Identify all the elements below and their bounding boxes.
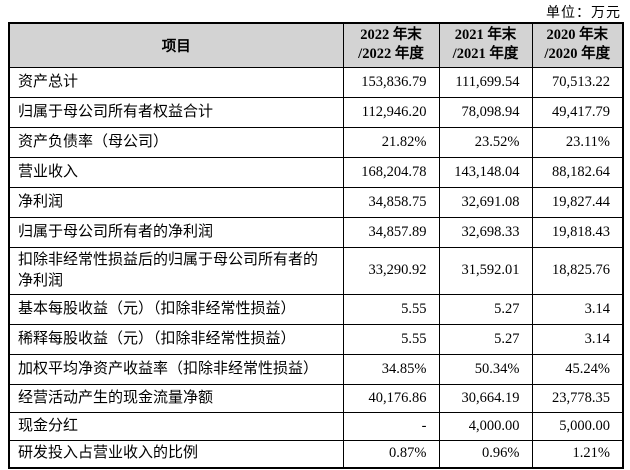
value-2022: 168,204.78 — [342, 156, 440, 188]
value-2021: 143,148.04 — [438, 156, 533, 188]
row-label: 净利润 — [8, 186, 344, 218]
table-row-parent-net-profit: 归属于母公司所有者的净利润 34,857.89 32,698.33 19,818… — [8, 216, 624, 248]
value-2022: 112,946.20 — [342, 96, 440, 128]
value-2021: 0.96% — [438, 439, 533, 469]
financial-summary-table: 项目 2022 年末 /2022 年度 2021 年末 /2021 年度 202… — [8, 22, 624, 469]
value-2022: 34,858.75 — [342, 186, 440, 218]
value-2022: 34.85% — [342, 353, 440, 385]
table-header-row: 项目 2022 年末 /2022 年度 2021 年末 /2021 年度 202… — [8, 22, 624, 68]
unit-label: 单位：万元 — [546, 6, 621, 21]
value-2020: 1.21% — [531, 439, 624, 469]
header-year-2020-line2: /2020 年度 — [544, 46, 611, 63]
value-2021: 30,664.19 — [438, 383, 533, 413]
table-row-parent-equity: 归属于母公司所有者权益合计 112,946.20 78,098.94 49,41… — [8, 96, 624, 128]
header-year-2020-line1: 2020 年末 — [546, 27, 609, 44]
header-year-2022-line2: /2022 年度 — [358, 46, 424, 63]
value-2020: 88,182.64 — [531, 156, 624, 188]
value-2022: 40,176.86 — [342, 383, 440, 413]
value-2020: 19,818.43 — [531, 216, 624, 248]
value-2021: 31,592.01 — [438, 246, 533, 295]
value-2020: 3.14 — [531, 293, 624, 325]
table-row-operating-revenue: 营业收入 168,204.78 143,148.04 88,182.64 — [8, 156, 624, 188]
table-row-debt-ratio: 资产负债率（母公司） 21.82% 23.52% 23.11% — [8, 126, 624, 158]
value-2022: 0.87% — [342, 439, 440, 469]
table-row-total-assets: 资产总计 153,836.79 111,699.54 70,513.22 — [8, 66, 624, 98]
row-label: 基本每股收益（元）（扣除非经常性损益） — [8, 293, 344, 325]
value-2021: 50.34% — [438, 353, 533, 385]
header-year-2022: 2022 年末 /2022 年度 — [342, 22, 440, 68]
value-2022: 5.55 — [342, 323, 440, 355]
row-label: 营业收入 — [8, 156, 344, 188]
header-year-2021: 2021 年末 /2021 年度 — [438, 22, 533, 68]
value-2022: 153,836.79 — [342, 66, 440, 98]
value-2022: 34,857.89 — [342, 216, 440, 248]
header-item: 项目 — [8, 22, 344, 68]
row-label: 现金分红 — [8, 411, 344, 441]
value-2020: 3.14 — [531, 323, 624, 355]
value-2020: 70,513.22 — [531, 66, 624, 98]
header-year-2021-line1: 2021 年末 — [454, 27, 517, 44]
value-2021: 32,691.08 — [438, 186, 533, 218]
value-2020: 23,778.35 — [531, 383, 624, 413]
row-label: 扣除非经常性损益后的归属于母公司所有者的净利润 — [8, 246, 344, 295]
row-label: 归属于母公司所有者权益合计 — [8, 96, 344, 128]
row-label: 资产负债率（母公司） — [8, 126, 344, 158]
table-row-basic-eps: 基本每股收益（元）（扣除非经常性损益） 5.55 5.27 3.14 — [8, 293, 624, 325]
value-2021: 23.52% — [438, 126, 533, 158]
value-2020: 49,417.79 — [531, 96, 624, 128]
value-2020: 5,000.00 — [531, 411, 624, 441]
table-row-deducted-parent-net-profit: 扣除非经常性损益后的归属于母公司所有者的净利润 33,290.92 31,592… — [8, 246, 624, 295]
value-2021: 5.27 — [438, 323, 533, 355]
header-year-2021-line2: /2021 年度 — [452, 46, 519, 63]
row-label: 研发投入占营业收入的比例 — [8, 439, 344, 469]
header-year-2022-line1: 2022 年末 — [360, 27, 422, 44]
table-row-operating-cash-flow: 经营活动产生的现金流量净额 40,176.86 30,664.19 23,778… — [8, 383, 624, 413]
table-row-net-profit: 净利润 34,858.75 32,691.08 19,827.44 — [8, 186, 624, 218]
row-label: 归属于母公司所有者的净利润 — [8, 216, 344, 248]
value-2021: 78,098.94 — [438, 96, 533, 128]
row-label: 资产总计 — [8, 66, 344, 98]
table-row-weighted-roe: 加权平均净资产收益率（扣除非经常性损益） 34.85% 50.34% 45.24… — [8, 353, 624, 385]
value-2021: 111,699.54 — [438, 66, 533, 98]
value-2020: 18,825.76 — [531, 246, 624, 295]
value-2022: - — [342, 411, 440, 441]
value-2020: 19,827.44 — [531, 186, 624, 218]
table-row-rd-revenue-ratio: 研发投入占营业收入的比例 0.87% 0.96% 1.21% — [8, 439, 624, 469]
value-2020: 23.11% — [531, 126, 624, 158]
value-2020: 45.24% — [531, 353, 624, 385]
table-row-cash-dividend: 现金分红 - 4,000.00 5,000.00 — [8, 411, 624, 441]
value-2022: 5.55 — [342, 293, 440, 325]
value-2022: 33,290.92 — [342, 246, 440, 295]
value-2021: 32,698.33 — [438, 216, 533, 248]
row-label: 加权平均净资产收益率（扣除非经常性损益） — [8, 353, 344, 385]
table-row-diluted-eps: 稀释每股收益（元）（扣除非经常性损益） 5.55 5.27 3.14 — [8, 323, 624, 355]
value-2021: 4,000.00 — [438, 411, 533, 441]
row-label: 经营活动产生的现金流量净额 — [8, 383, 344, 413]
value-2021: 5.27 — [438, 293, 533, 325]
value-2022: 21.82% — [342, 126, 440, 158]
header-year-2020: 2020 年末 /2020 年度 — [531, 22, 624, 68]
row-label: 稀释每股收益（元）（扣除非经常性损益） — [8, 323, 344, 355]
